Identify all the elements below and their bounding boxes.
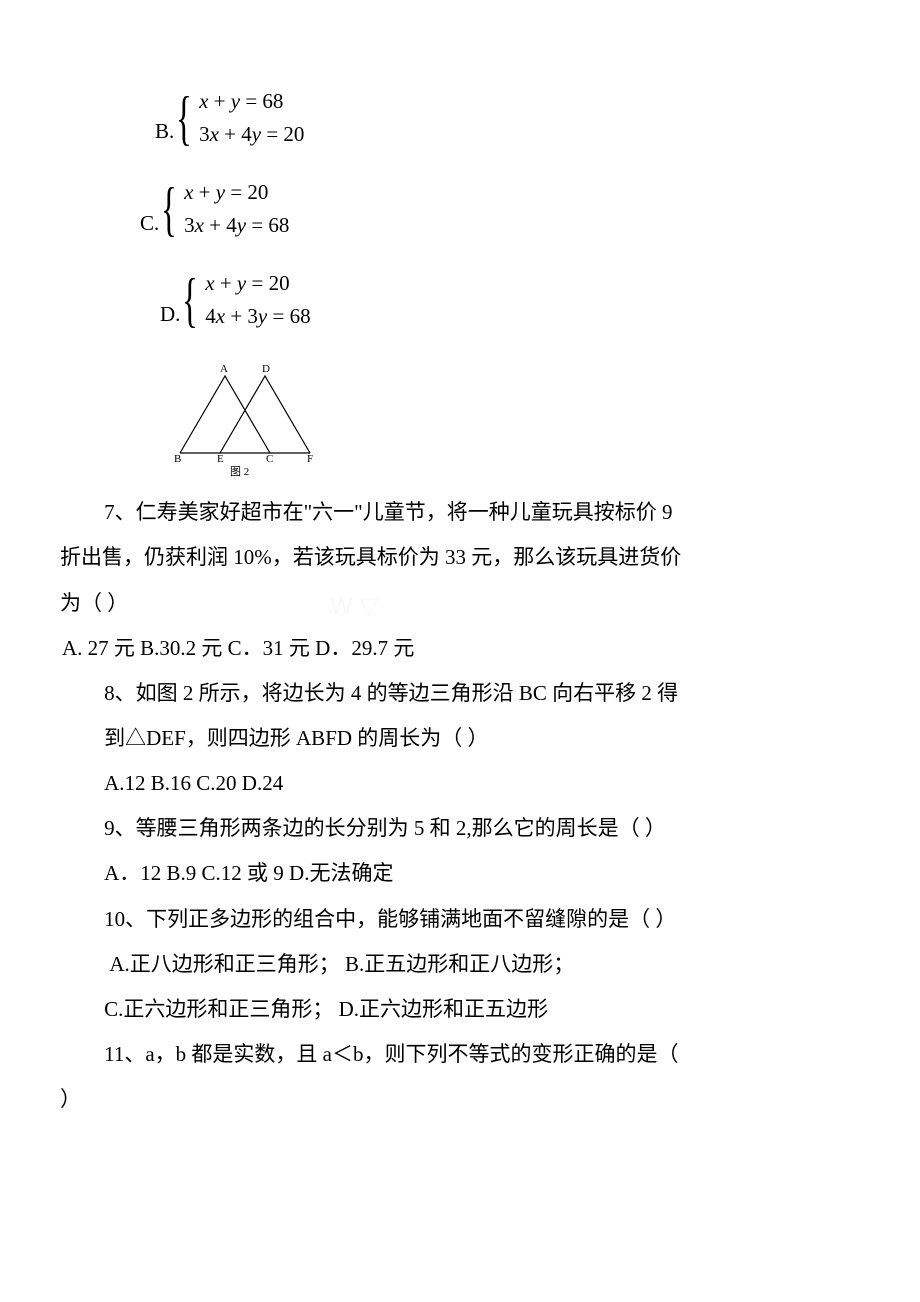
option-c-label: C. (140, 206, 159, 242)
q10-stem: 10、下列正多边形的组合中，能够铺满地面不留缝隙的是（ ） (60, 897, 860, 942)
option-d-label: D. (160, 297, 180, 333)
brace-group-c: { x + y = 20 3x + 4y = 68 (163, 176, 289, 241)
q9-stem: 9、等腰三角形两条边的长分别为 5 和 2,那么它的周长是（ ） (60, 806, 860, 851)
option-b-label: B. (155, 114, 174, 150)
q10-options-ab: A.正八边形和正三角形； B.正五边形和正八边形； (60, 942, 860, 987)
eq-lines-c: x + y = 20 3x + 4y = 68 (184, 176, 289, 241)
figure-2: A D B E C F 图 2 (170, 358, 860, 478)
fig-label-F: F (307, 453, 313, 465)
q10-options-cd: C.正六边形和正三角形； D.正六边形和正五边形 (60, 987, 860, 1032)
q9-options: A．12 B.9 C.12 或 9 D.无法确定 (60, 851, 860, 896)
fig-label-D: D (262, 363, 270, 375)
figure-2-svg: A D B E C F 图 2 (170, 358, 320, 478)
q11-stem-line1: 11、a，b 都是实数，且 a＜b，则下列不等式的变形正确的是（ (60, 1032, 860, 1077)
fig-label-E: E (217, 453, 224, 465)
q7-stem-line1: 7、仁寿美家好超市在"六一"儿童节，将一种儿童玩具按标价 9 (60, 490, 860, 535)
q7-stem-line3: 为（ ） (60, 581, 860, 626)
q11-stem-line2: ） (60, 1077, 860, 1122)
fig-label-B: B (174, 453, 181, 465)
brace-group-d: { x + y = 20 4x + 3y = 68 (184, 267, 310, 332)
fig-label-A: A (220, 363, 228, 375)
option-b-equation: B. { x + y = 68 3x + 4y = 20 (155, 85, 860, 150)
q7-stem-line2: 折出售，仍获利润 10%，若该玩具标价为 33 元，那么该玩具进货价 (60, 535, 860, 580)
fig-caption: 图 2 (230, 465, 249, 478)
q8-stem-line2: 到△DEF，则四边形 ABFD 的周长为（ ） (60, 716, 860, 761)
q8-stem-line1: 8、如图 2 所示，将边长为 4 的等边三角形沿 BC 向右平移 2 得 (60, 671, 860, 716)
brace-b: { (176, 103, 192, 133)
fig-label-C: C (266, 453, 273, 465)
brace-c: { (161, 194, 177, 224)
q8-options: A.12 B.16 C.20 D.24 (60, 761, 860, 806)
brace-d: { (182, 285, 198, 315)
eq-lines-b: x + y = 68 3x + 4y = 20 (199, 85, 304, 150)
option-c-equation: C. { x + y = 20 3x + 4y = 68 (140, 176, 860, 241)
option-d-equation: D. { x + y = 20 4x + 3y = 68 (160, 267, 860, 332)
brace-group-b: { x + y = 68 3x + 4y = 20 (178, 85, 304, 150)
eq-lines-d: x + y = 20 4x + 3y = 68 (205, 267, 310, 332)
q7-options: A. 27 元 B.30.2 元 C．31 元 D．29.7 元 (62, 626, 860, 671)
